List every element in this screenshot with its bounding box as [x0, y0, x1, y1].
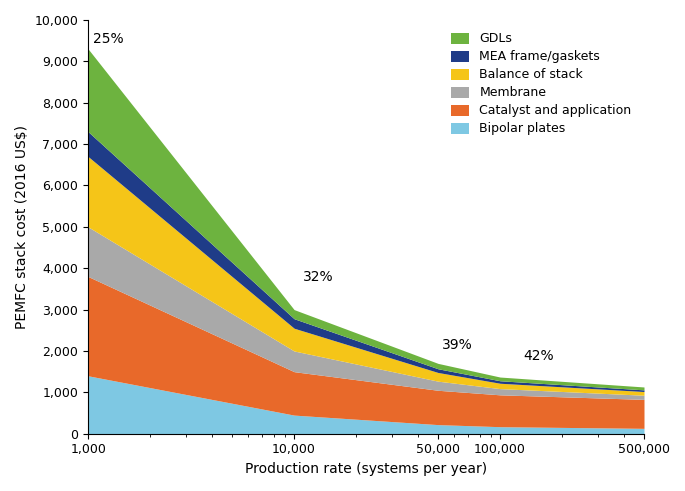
Text: 39%: 39% [442, 338, 473, 352]
X-axis label: Production rate (systems per year): Production rate (systems per year) [245, 462, 487, 476]
Y-axis label: PEMFC stack cost (2016 US$): PEMFC stack cost (2016 US$) [15, 125, 29, 329]
Text: 32%: 32% [303, 270, 333, 284]
Text: 42%: 42% [523, 349, 554, 363]
Legend: GDLs, MEA frame/gaskets, Balance of stack, Membrane, Catalyst and application, B: GDLs, MEA frame/gaskets, Balance of stac… [445, 26, 638, 142]
Text: 25%: 25% [92, 32, 123, 46]
